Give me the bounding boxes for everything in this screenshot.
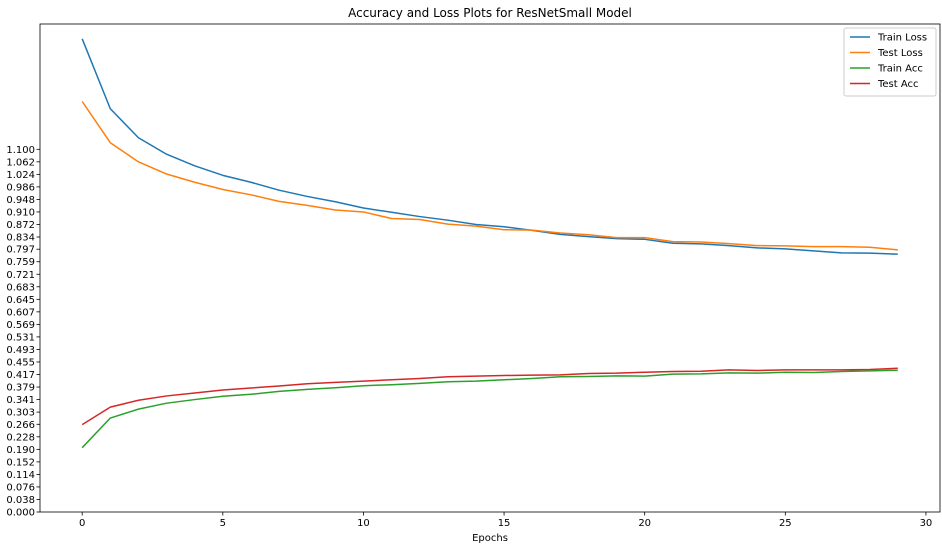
y-tick-label: 1.024 [6, 170, 35, 181]
y-tick-label: 0.872 [6, 220, 35, 231]
y-tick-label: 0.341 [6, 395, 35, 406]
x-tick-label: 30 [920, 518, 933, 529]
y-tick-label: 0.266 [6, 420, 35, 431]
y-tick-label: 0.683 [6, 282, 35, 293]
y-tick-label: 0.228 [6, 432, 35, 443]
y-tick-label: 0.759 [6, 257, 35, 268]
series-line-train-loss [81, 38, 898, 255]
y-tick-label: 0.986 [6, 182, 35, 193]
y-tick-label: 0.797 [6, 245, 35, 256]
y-tick-label: 0.645 [6, 295, 35, 306]
legend-label: Train Acc [877, 64, 923, 75]
y-tick-label: 0.417 [6, 370, 35, 381]
x-tick-label: 10 [357, 518, 370, 529]
legend-box [843, 27, 937, 97]
y-tick-label: 0.721 [6, 270, 35, 281]
y-tick-label: 0.493 [6, 345, 35, 356]
y-tick-label: 1.100 [6, 145, 35, 156]
y-tick-label: 0.303 [6, 408, 35, 419]
y-tick-label: 0.455 [6, 357, 35, 368]
y-tick-label: 0.038 [6, 495, 35, 506]
y-tick-label: 0.948 [6, 195, 35, 206]
x-tick-label: 0 [79, 518, 85, 529]
x-tick-label: 20 [638, 518, 651, 529]
x-axis-label: Epochs [472, 533, 508, 544]
y-tick-label: 0.114 [6, 470, 35, 481]
y-tick-label: 0.076 [6, 482, 35, 493]
legend: Train Loss Test Loss Train Acc Test Acc [843, 27, 937, 97]
legend-label: Train Loss [877, 33, 927, 44]
legend-label: Test Acc [877, 79, 919, 90]
y-tick-label: 0.834 [6, 233, 35, 244]
x-tick-label: 15 [498, 518, 511, 529]
legend-label: Test Loss [877, 48, 923, 59]
series-line-test-acc [81, 367, 898, 426]
y-tick-label: 0.190 [6, 445, 35, 456]
chart-title: Accuracy and Loss Plots for ResNetSmall … [348, 6, 632, 20]
y-tick-label: 0.152 [6, 457, 35, 468]
series-line-train-acc [81, 369, 898, 449]
series-line-test-loss [81, 101, 898, 251]
x-tick-label: 5 [220, 518, 226, 529]
y-tick-label: 0.910 [6, 207, 35, 218]
y-tick-label: 0.379 [6, 383, 35, 394]
y-tick-label: 1.062 [6, 157, 35, 168]
x-tick-label: 25 [779, 518, 792, 529]
y-tick-label: 0.607 [6, 307, 35, 318]
y-tick-label: 0.000 [6, 508, 35, 519]
y-tick-label: 0.531 [6, 332, 35, 343]
plot-frame [39, 23, 941, 513]
y-tick-label: 0.569 [6, 320, 35, 331]
